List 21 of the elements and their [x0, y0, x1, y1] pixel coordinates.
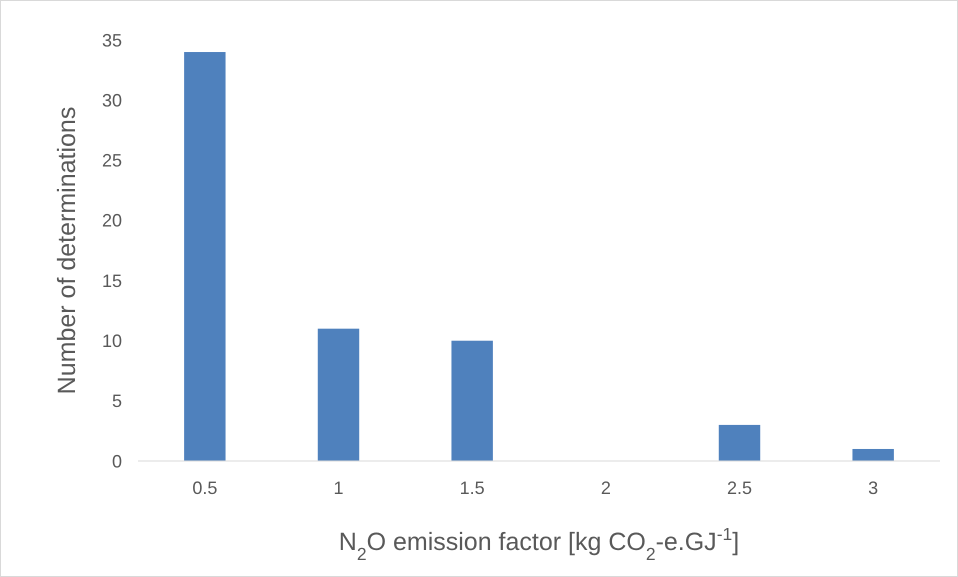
- y-tick-label: 15: [102, 270, 122, 291]
- y-tick-label: 0: [112, 451, 122, 472]
- y-axis-title: Number of determinations: [53, 106, 81, 394]
- y-tick-label: 20: [102, 210, 122, 231]
- x-tick-label: 3: [868, 478, 878, 498]
- x-tick-label: 2.5: [726, 478, 752, 498]
- x-tick-label: 0.5: [192, 478, 218, 498]
- y-tick-label: 30: [102, 90, 122, 110]
- x-axis-title: N$_{2}$O emission factor [kg CO$_{2}$-e.GJ$^{-1}$]: [338, 524, 740, 564]
- bar: [718, 424, 760, 461]
- y-tick-label: 35: [102, 30, 122, 50]
- x-tick-label: 1: [333, 478, 344, 498]
- y-tick-label: 25: [102, 150, 122, 171]
- bar: [451, 340, 493, 461]
- x-tick-label: 2: [600, 478, 611, 498]
- bar: [184, 52, 226, 461]
- bar: [852, 448, 894, 461]
- y-tick-label: 10: [102, 331, 122, 352]
- y-tick-label: 5: [112, 391, 122, 412]
- bar: [318, 328, 360, 461]
- x-tick-label: 1.5: [460, 478, 485, 498]
